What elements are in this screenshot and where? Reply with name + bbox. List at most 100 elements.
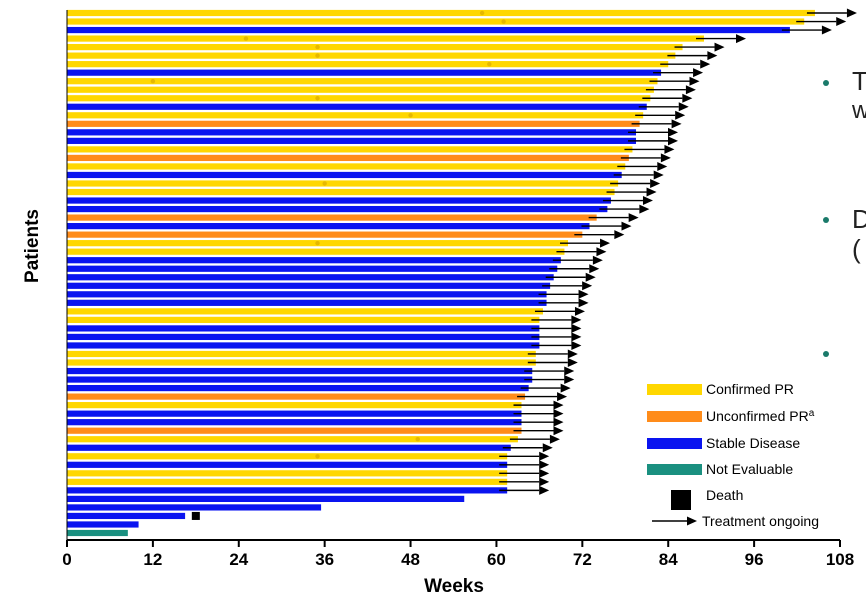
ongoing-arrow-head (657, 161, 668, 171)
ongoing-arrow-head (582, 281, 593, 291)
ongoing-arrow-head (678, 102, 689, 112)
patient-bar (67, 342, 540, 349)
patient-bar (67, 44, 683, 51)
x-tick-label: 60 (487, 550, 506, 569)
ongoing-arrow-head (539, 477, 550, 487)
ongoing-arrow-head (592, 255, 603, 265)
patient-bar (67, 512, 186, 520)
patient-bar (67, 316, 540, 323)
legend-arrow-head (687, 516, 697, 526)
ongoing-arrow-head (689, 76, 700, 86)
patient-bar (67, 393, 526, 400)
patient-bar (67, 436, 518, 443)
x-axis-title: Weeks (424, 576, 484, 597)
patient-bar (67, 419, 522, 426)
ongoing-arrow-head (664, 144, 675, 154)
ongoing-arrow-head (557, 392, 568, 402)
patient-bar (67, 350, 536, 358)
x-tick-label: 108 (826, 550, 854, 569)
x-tick-label: 72 (573, 550, 592, 569)
patient-bar (67, 154, 629, 162)
x-tick-label: 0 (62, 550, 71, 569)
patient-bar (67, 367, 533, 375)
patient-bar (67, 291, 547, 298)
ongoing-arrow-head (628, 213, 639, 223)
patient-bar (67, 504, 322, 511)
ongoing-arrow-head (736, 34, 747, 44)
response-marker (243, 36, 249, 41)
ongoing-arrow-head (821, 25, 832, 35)
ongoing-arrow-head (567, 358, 578, 368)
patient-bar (67, 197, 611, 204)
patient-bar (67, 384, 529, 392)
ongoing-arrow-head (571, 340, 582, 350)
ongoing-arrow-head (539, 468, 550, 478)
ongoing-arrow-head (614, 230, 625, 240)
patient-bar (67, 120, 640, 127)
x-tick-label: 96 (745, 550, 764, 569)
ongoing-arrow-head (567, 349, 578, 359)
patient-bar (67, 470, 508, 477)
ongoing-arrow-head (539, 485, 550, 495)
response-marker (315, 240, 320, 246)
patient-bar (67, 248, 565, 255)
legend-label: Confirmed PR (706, 381, 794, 397)
legend-label: Death (706, 487, 743, 503)
ongoing-arrow-head (539, 460, 550, 470)
ongoing-arrow-head (589, 264, 600, 274)
ongoing-arrow-head (668, 127, 679, 137)
ongoing-arrows (499, 8, 857, 495)
side-text-line: D (852, 204, 866, 234)
ongoing-arrow-head (571, 332, 582, 342)
ongoing-arrow-head (560, 383, 571, 393)
ongoing-arrow-head (574, 306, 585, 316)
ongoing-arrow-head (685, 85, 696, 95)
x-tick-label: 36 (315, 550, 334, 569)
ongoing-arrow-head (553, 400, 564, 410)
response-markers (150, 10, 506, 520)
patient-bar (67, 26, 790, 34)
patient-bar (67, 163, 626, 170)
patient-bar (67, 146, 633, 153)
patient-bar (67, 444, 511, 451)
legend-swatch (647, 411, 702, 422)
response-marker (315, 454, 320, 459)
patient-bar (67, 86, 654, 93)
patient-bar (67, 487, 508, 494)
ongoing-arrow-head (671, 119, 682, 129)
ongoing-arrow-head (646, 187, 657, 197)
ongoing-arrow-head (553, 409, 564, 419)
response-marker (487, 61, 492, 67)
patient-bar (67, 112, 644, 119)
patient-bar (67, 325, 540, 332)
ongoing-arrow-head (650, 178, 661, 188)
ongoing-arrow-head (542, 443, 553, 453)
patient-bar (67, 265, 558, 272)
patient-bar (67, 453, 508, 460)
ongoing-arrow-head (564, 375, 575, 385)
patient-bar (67, 461, 508, 468)
legend-swatch (647, 464, 702, 475)
side-text-line: ( (852, 234, 861, 264)
patient-bar (67, 18, 805, 25)
patient-bar (67, 180, 619, 187)
patient-bar (67, 231, 583, 238)
ongoing-arrow-head (571, 323, 582, 333)
death-marker (191, 511, 200, 520)
patient-bar (67, 478, 508, 485)
patient-bar (67, 529, 128, 537)
patient-bar (67, 95, 651, 102)
x-tick-label: 84 (659, 550, 678, 569)
patient-bar (67, 214, 597, 221)
patient-bar (67, 61, 669, 68)
patient-bar (67, 188, 615, 196)
ongoing-arrow-head (564, 366, 575, 376)
x-axis: 0 12 24 36 48 60 72 84 96 108 (62, 10, 854, 569)
patient-bar (67, 257, 561, 264)
patient-bar (67, 495, 465, 502)
ongoing-arrow-head (621, 221, 632, 231)
x-tick-label: 12 (143, 550, 162, 569)
patient-bar (67, 308, 543, 315)
response-marker (408, 113, 413, 118)
